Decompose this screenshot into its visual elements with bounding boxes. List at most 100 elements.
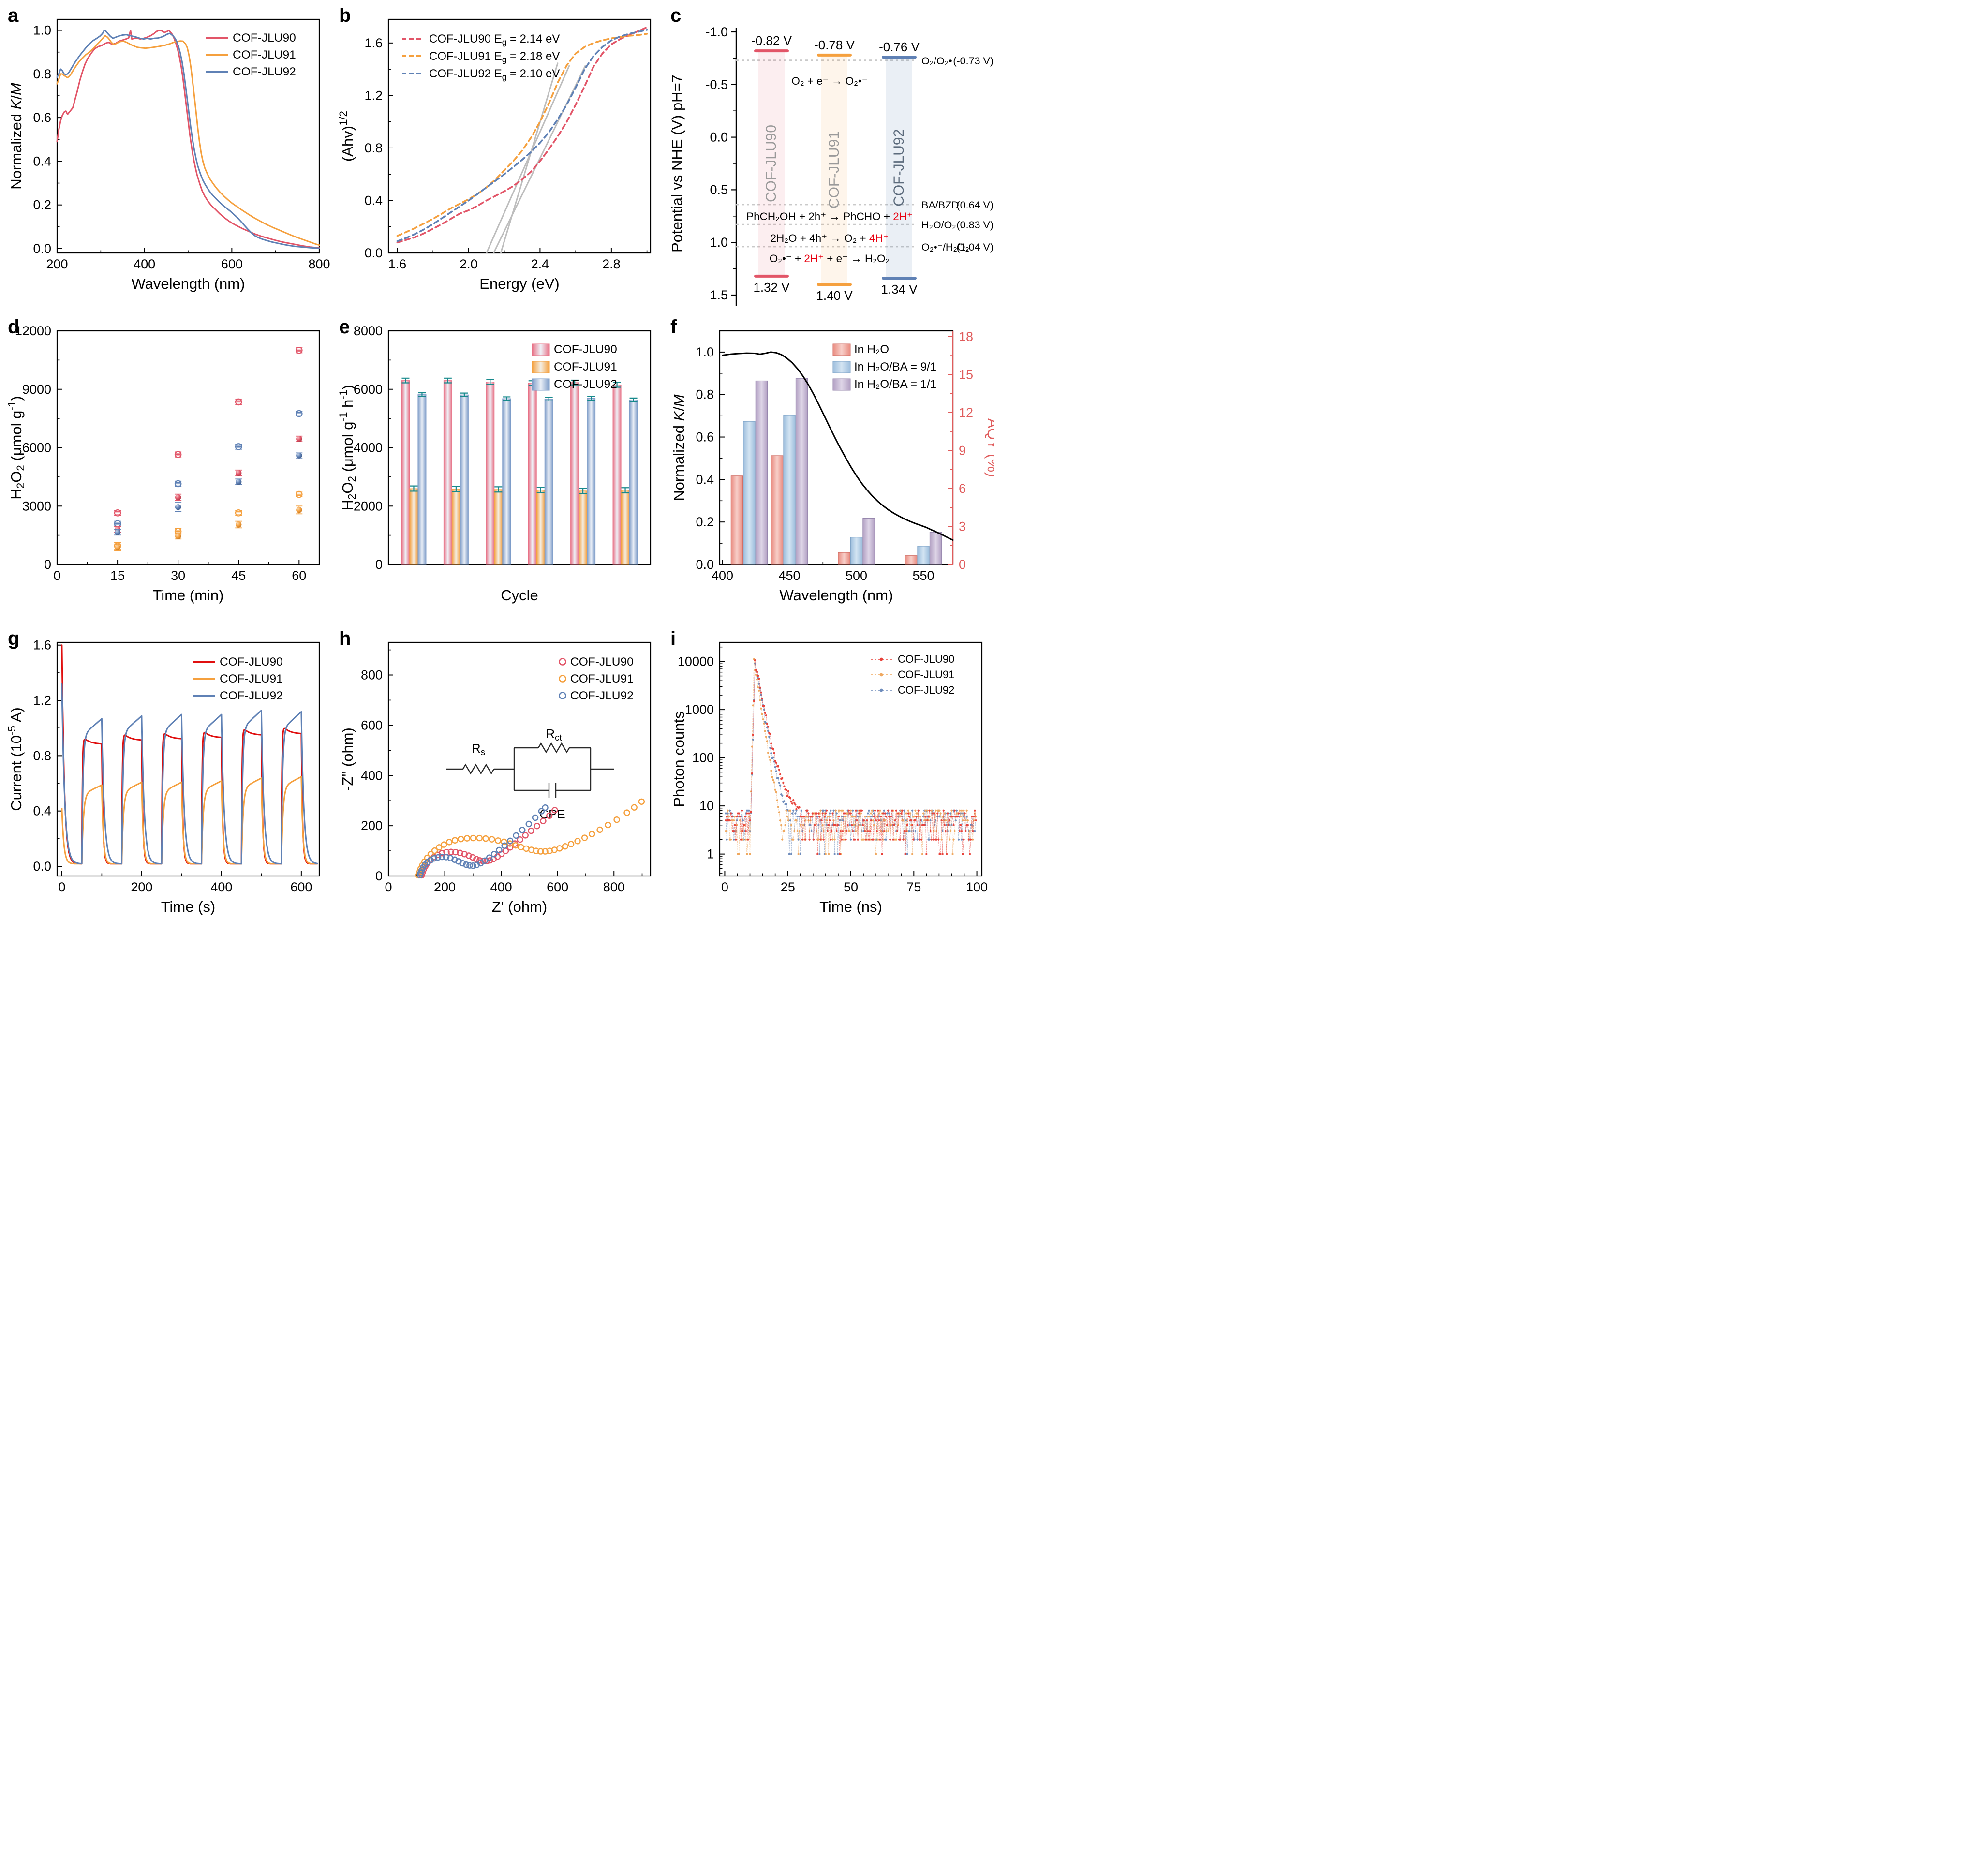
panel-letter-d: d — [8, 316, 20, 338]
legend-label: COF-JLU92 — [233, 65, 296, 78]
column-name: COF-JLU90 — [763, 125, 779, 202]
bar-COF-JLU92-cycle5 — [587, 398, 596, 565]
bar-In H2O/BA = 9/1-450nm — [783, 415, 796, 565]
x-axis-label: Energy (eV) — [479, 275, 559, 292]
absorption-curve — [722, 351, 954, 541]
x-tick: 50 — [844, 880, 858, 894]
series — [114, 346, 303, 551]
bar-In H2O-420nm — [730, 475, 743, 565]
bar-In H2O/BA = 9/1-420nm — [743, 421, 756, 565]
y-tick: 2000 — [354, 499, 383, 513]
bars — [730, 378, 942, 565]
series-COF-JLU92 — [56, 30, 320, 249]
legend-label: COF-JLU91 — [570, 672, 634, 685]
x-tick: 400 — [490, 880, 512, 894]
y-tick: 0.0 — [696, 557, 714, 572]
y-tick: 0.4 — [33, 154, 51, 168]
x-tick: 600 — [547, 880, 568, 894]
y-tick: 800 — [361, 668, 383, 683]
bar-COF-JLU90-cycle5 — [570, 382, 579, 565]
redox-value: (-0.73 V) — [953, 55, 994, 67]
x-tick: 100 — [966, 880, 988, 894]
legend: In H₂O In H₂O/BA = 9/1 In H₂O/BA = 1/1 — [832, 343, 936, 391]
legend-label: In H₂O/BA = 1/1 — [854, 378, 936, 391]
legend-label: COF-JLU92 — [898, 684, 954, 696]
bar-In H2O/BA = 1/1-450nm — [795, 378, 808, 565]
series-COF-JLU92-open — [114, 410, 303, 527]
legend-label: COF-JLU92 — [220, 689, 283, 702]
bar-In H2O/BA = 9/1-550nm — [917, 546, 930, 565]
bar-COF-JLU92-cycle1 — [417, 394, 427, 565]
y-tick: 1.5 — [710, 288, 728, 302]
cb-label: -0.82 V — [751, 33, 792, 48]
y-tick: 1.0 — [696, 345, 714, 359]
y2-tick: 18 — [959, 329, 973, 344]
panel-c: c -1.0 -0.5 0.0 0.5 1.0 1.5 Potential vs NHE (… — [663, 0, 994, 312]
legend-label: In H₂O — [854, 343, 889, 356]
bar-COF-JLU90-cycle3 — [486, 382, 495, 565]
x-axis-label: Time (min) — [153, 587, 224, 604]
y-tick: 0.2 — [696, 515, 714, 529]
y-axis-label: Normalized K/M — [8, 83, 25, 190]
y2-tick: 3 — [959, 519, 966, 534]
redox-value: (1.04 V) — [957, 241, 994, 253]
vb-label: 1.40 V — [816, 288, 853, 303]
y-tick: 12000 — [15, 324, 51, 338]
bar-COF-JLU92-cycle6 — [629, 399, 638, 565]
legend-label: COF-JLU90 — [898, 653, 954, 665]
y-tick: 0.4 — [33, 804, 51, 818]
x-axis-label: Cycle — [501, 587, 538, 604]
x-tick: 15 — [110, 568, 125, 583]
series — [61, 644, 318, 865]
y-axis-label: Current (10-5 A) — [6, 707, 25, 811]
x-tick: 1.6 — [388, 257, 407, 271]
y-tick: 0.0 — [364, 246, 383, 260]
legend-label: COF-JLU90 — [220, 655, 283, 668]
x-tick: 25 — [781, 880, 795, 894]
y-axis-label: H2O2 (μmol g-1 h-1) — [337, 385, 358, 511]
legend: COF-JLU90 Eg = 2.14 eV COF-JLU91 Eg = 2.1… — [402, 32, 560, 82]
y-tick: -1.0 — [705, 25, 728, 39]
y-tick: 0.4 — [364, 193, 383, 208]
legend-label: COF-JLU91 Eg = 2.18 eV — [429, 50, 560, 64]
rct-label: Rct — [546, 727, 562, 742]
rs-label: Rs — [472, 741, 485, 757]
y-tick: 0 — [375, 557, 383, 572]
y-tick: 10000 — [678, 654, 714, 669]
series-COF-JLU90 — [56, 30, 320, 249]
y-tick: 0.0 — [33, 241, 51, 256]
series — [415, 798, 645, 879]
y-tick: 0.4 — [696, 472, 714, 487]
bar-COF-JLU90-cycle1 — [401, 380, 410, 565]
legend: COF-JLU90 COF-JLU91 COF-JLU92 — [871, 653, 954, 696]
x-axis-label: Z' (ohm) — [492, 898, 547, 915]
tangent-lines — [486, 62, 586, 253]
x-tick: 400 — [210, 880, 232, 894]
cb-label: -0.78 V — [814, 38, 855, 52]
y-tick: 0.8 — [33, 748, 51, 763]
bar-COF-JLU91-cycle6 — [621, 490, 630, 565]
bar-COF-JLU90-cycle2 — [443, 380, 452, 565]
y-tick: -0.5 — [705, 77, 728, 92]
y-tick: 0.0 — [33, 859, 51, 874]
panel-c-chart: -1.0 -0.5 0.0 0.5 1.0 1.5 Potential vs NHE (V)… — [668, 25, 994, 306]
legend-label: COF-JLU91 — [220, 672, 283, 685]
x-tick: 60 — [292, 568, 306, 583]
series-COF-JLU91 — [415, 798, 645, 879]
x-tick: 450 — [779, 568, 801, 583]
y-axis-label: Photon counts — [670, 711, 687, 807]
bar-In H2O/BA = 1/1-500nm — [862, 518, 875, 565]
y2-tick: 15 — [959, 367, 973, 382]
x-tick: 30 — [171, 568, 185, 583]
bar-COF-JLU92-cycle4 — [544, 399, 553, 565]
y-tick: 6000 — [354, 382, 383, 397]
series-COF-JLU90 — [725, 659, 977, 855]
legend-label: COF-JLU91 — [233, 48, 296, 61]
y-tick: 400 — [361, 768, 383, 783]
bar-COF-JLU91-cycle1 — [409, 488, 418, 565]
x-tick: 45 — [231, 568, 246, 583]
x-tick: 400 — [712, 568, 733, 583]
legend-label: COF-JLU91 — [554, 360, 617, 373]
panel-letter-a: a — [8, 5, 19, 26]
y-tick: 1.2 — [33, 693, 51, 708]
